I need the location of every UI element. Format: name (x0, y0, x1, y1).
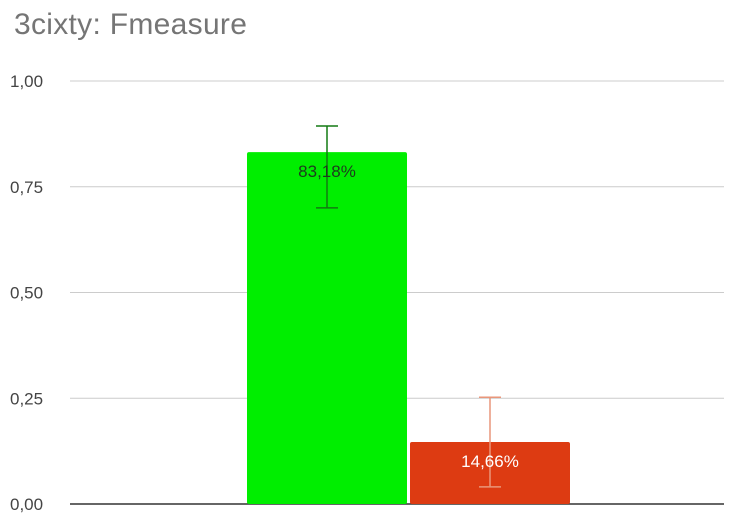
y-tick-label: 1,00 (10, 72, 43, 91)
bars (247, 152, 570, 504)
data-label: 83,18% (298, 162, 356, 181)
y-tick-label: 0,75 (10, 178, 43, 197)
y-tick-label: 0,00 (10, 495, 43, 514)
data-label: 14,66% (461, 452, 519, 471)
y-tick-label: 0,50 (10, 284, 43, 303)
y-tick-label: 0,25 (10, 389, 43, 408)
